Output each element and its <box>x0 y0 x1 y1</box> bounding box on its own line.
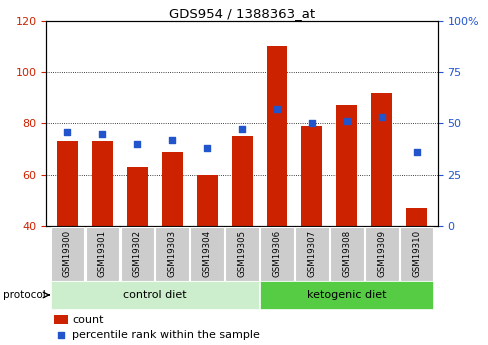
Bar <box>92 141 113 226</box>
Text: GSM19300: GSM19300 <box>63 230 72 277</box>
Point <box>377 115 385 120</box>
FancyBboxPatch shape <box>51 281 258 309</box>
FancyBboxPatch shape <box>295 227 328 280</box>
FancyBboxPatch shape <box>399 227 432 280</box>
FancyBboxPatch shape <box>260 281 432 309</box>
Text: GSM19304: GSM19304 <box>202 230 211 277</box>
Text: GSM19309: GSM19309 <box>377 230 386 277</box>
FancyBboxPatch shape <box>260 227 293 280</box>
Text: ketogenic diet: ketogenic diet <box>306 290 386 300</box>
Text: GSM19306: GSM19306 <box>272 230 281 277</box>
Text: GSM19303: GSM19303 <box>167 230 176 277</box>
Text: protocol: protocol <box>3 290 46 300</box>
Point <box>133 141 141 147</box>
Point <box>238 127 245 132</box>
Point <box>272 106 280 112</box>
Text: GSM19307: GSM19307 <box>307 230 316 277</box>
FancyBboxPatch shape <box>364 227 398 280</box>
Bar <box>266 46 287 226</box>
Point <box>98 131 106 136</box>
FancyBboxPatch shape <box>155 227 188 280</box>
Point <box>203 145 211 151</box>
FancyBboxPatch shape <box>190 227 224 280</box>
Title: GDS954 / 1388363_at: GDS954 / 1388363_at <box>169 7 314 20</box>
Text: control diet: control diet <box>122 290 186 300</box>
Bar <box>231 136 252 226</box>
Text: GSM19308: GSM19308 <box>342 230 350 277</box>
Point <box>307 121 315 126</box>
Bar <box>54 315 68 324</box>
Point <box>412 149 420 155</box>
Text: count: count <box>72 315 103 325</box>
Bar <box>162 151 183 226</box>
Text: GSM19302: GSM19302 <box>133 230 142 277</box>
Text: percentile rank within the sample: percentile rank within the sample <box>72 330 259 340</box>
Bar <box>370 92 391 226</box>
FancyBboxPatch shape <box>85 227 119 280</box>
Text: GSM19310: GSM19310 <box>411 230 420 277</box>
FancyBboxPatch shape <box>51 227 84 280</box>
FancyBboxPatch shape <box>329 227 363 280</box>
Point <box>63 129 71 134</box>
Text: GSM19305: GSM19305 <box>237 230 246 277</box>
Text: GSM19301: GSM19301 <box>98 230 106 277</box>
Bar <box>406 208 427 226</box>
Bar <box>301 126 322 226</box>
Point <box>57 332 65 337</box>
Point <box>342 119 350 124</box>
Bar <box>196 175 217 226</box>
Bar <box>336 105 357 226</box>
Point <box>168 137 176 142</box>
FancyBboxPatch shape <box>120 227 154 280</box>
Bar <box>126 167 147 226</box>
FancyBboxPatch shape <box>225 227 258 280</box>
Bar <box>57 141 78 226</box>
